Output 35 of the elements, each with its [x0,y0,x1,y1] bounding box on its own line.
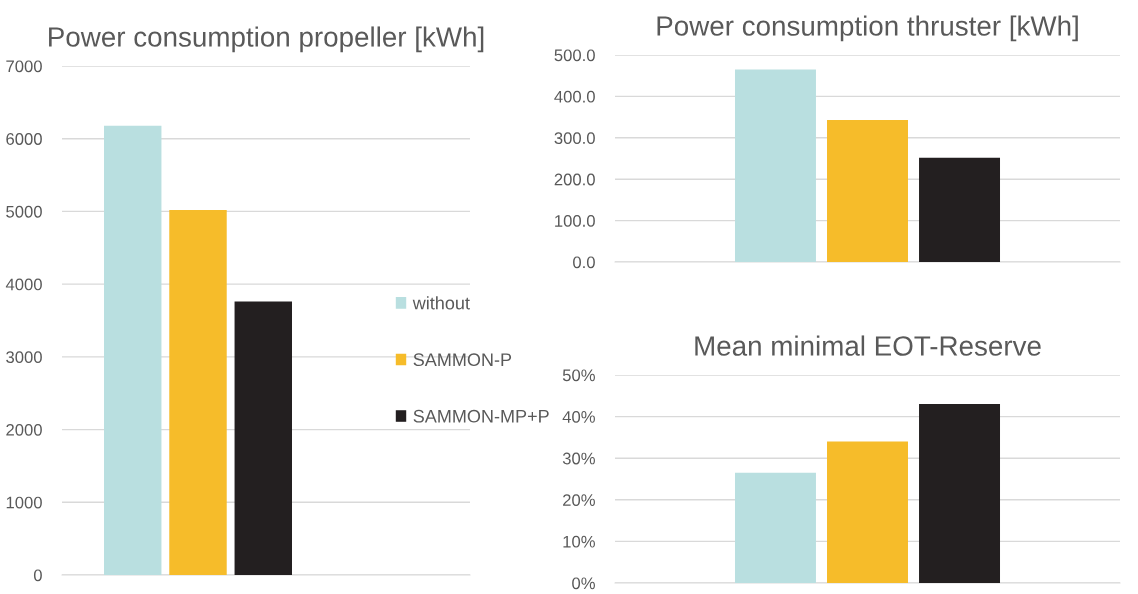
y-tick-label: 4000 [5,278,42,291]
chart-title: Power consumption thruster [kWh] [657,15,1078,42]
chart-title: Power consumption propeller [kWh] [49,26,484,53]
y-tick-label: 40% [562,411,595,423]
y-tick-label: 0 [33,569,42,582]
y-tick-label: 6000 [6,133,42,145]
y-tick-label: 5000 [6,205,42,218]
bar [827,441,908,583]
y-tick-label: 20% [563,494,595,506]
legend-label: without [412,296,470,310]
bar [919,157,1001,262]
chart-title: Mean minimal EOT-Reserve [695,335,1041,356]
y-tick-label: 500.0 [554,49,595,62]
y-tick-label: 10% [563,535,595,548]
y-tick-label: 7000 [6,60,42,73]
bar [169,209,227,575]
y-tick-label: 0% [572,577,595,590]
y-tick-label: 30% [562,452,595,465]
y-tick-label: 3000 [6,351,42,364]
bar [734,69,816,262]
y-tick-label: 300.0 [554,132,595,144]
y-tick-label: 50% [562,369,595,382]
legend-label: SAMMON-P [413,353,512,367]
y-tick-label: 2000 [6,423,42,436]
bar [734,472,816,583]
y-tick-label: 400.0 [554,90,595,103]
bar [919,404,1001,583]
bar [827,120,908,262]
bar [234,301,292,575]
bar [104,125,162,575]
y-tick-label: 0.0 [573,256,595,269]
y-tick-label: 100.0 [555,215,595,227]
legend-label: SAMMON-MP+P [413,409,549,423]
y-tick-label: 1000 [6,496,42,509]
y-tick-label: 200.0 [554,173,595,186]
